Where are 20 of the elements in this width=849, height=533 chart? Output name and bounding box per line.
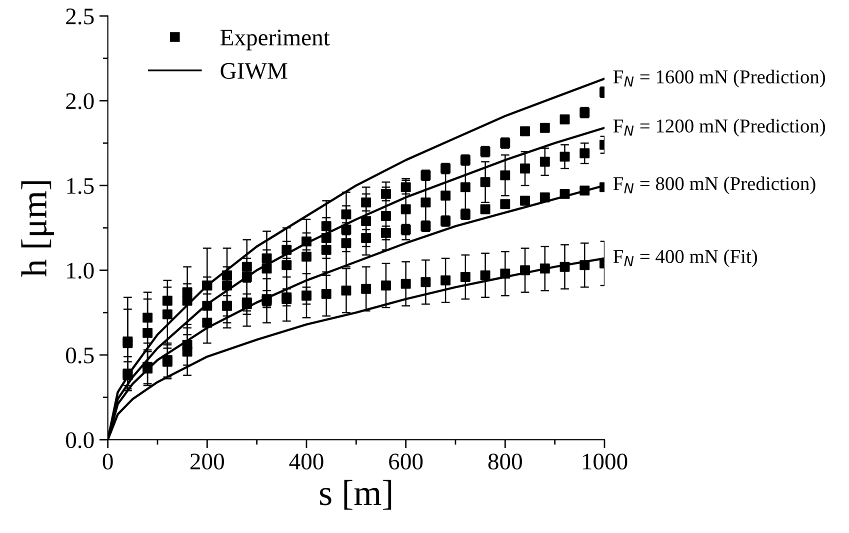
y-tick-label: 1.5: [67, 178, 94, 194]
x-tick-label: 1000: [582, 454, 628, 470]
x-tick-label: 600: [389, 454, 423, 470]
text: F$_{N}$ = 1600 mN (Prediction): [613, 70, 826, 88]
x-tick-label: 0: [102, 454, 113, 470]
y-tick-label: 2.0: [66, 93, 94, 110]
x-tick-label: 200: [190, 454, 224, 470]
x-tick-label: 800: [488, 454, 522, 470]
y-tick-label: 0.5: [66, 347, 94, 364]
text: F$_{N}$ = 400 mN (Fit): [613, 249, 757, 268]
legend-label: Experiment: [220, 30, 330, 50]
y-tick-label: 2.5: [66, 8, 94, 25]
text: F$_{N}$ = 800 mN (Prediction): [613, 176, 816, 194]
x-axis-title: s [m]: [320, 480, 392, 510]
text: F$_{N}$ = 1200 mN (Prediction): [613, 118, 826, 137]
y-axis-title: h [μm]: [21, 181, 54, 277]
legend-label: GIWM: [220, 63, 288, 80]
y-tick-label: 1.0: [67, 262, 94, 279]
y-tick-label: 0.0: [66, 432, 94, 448]
x-tick-label: 400: [289, 454, 324, 470]
